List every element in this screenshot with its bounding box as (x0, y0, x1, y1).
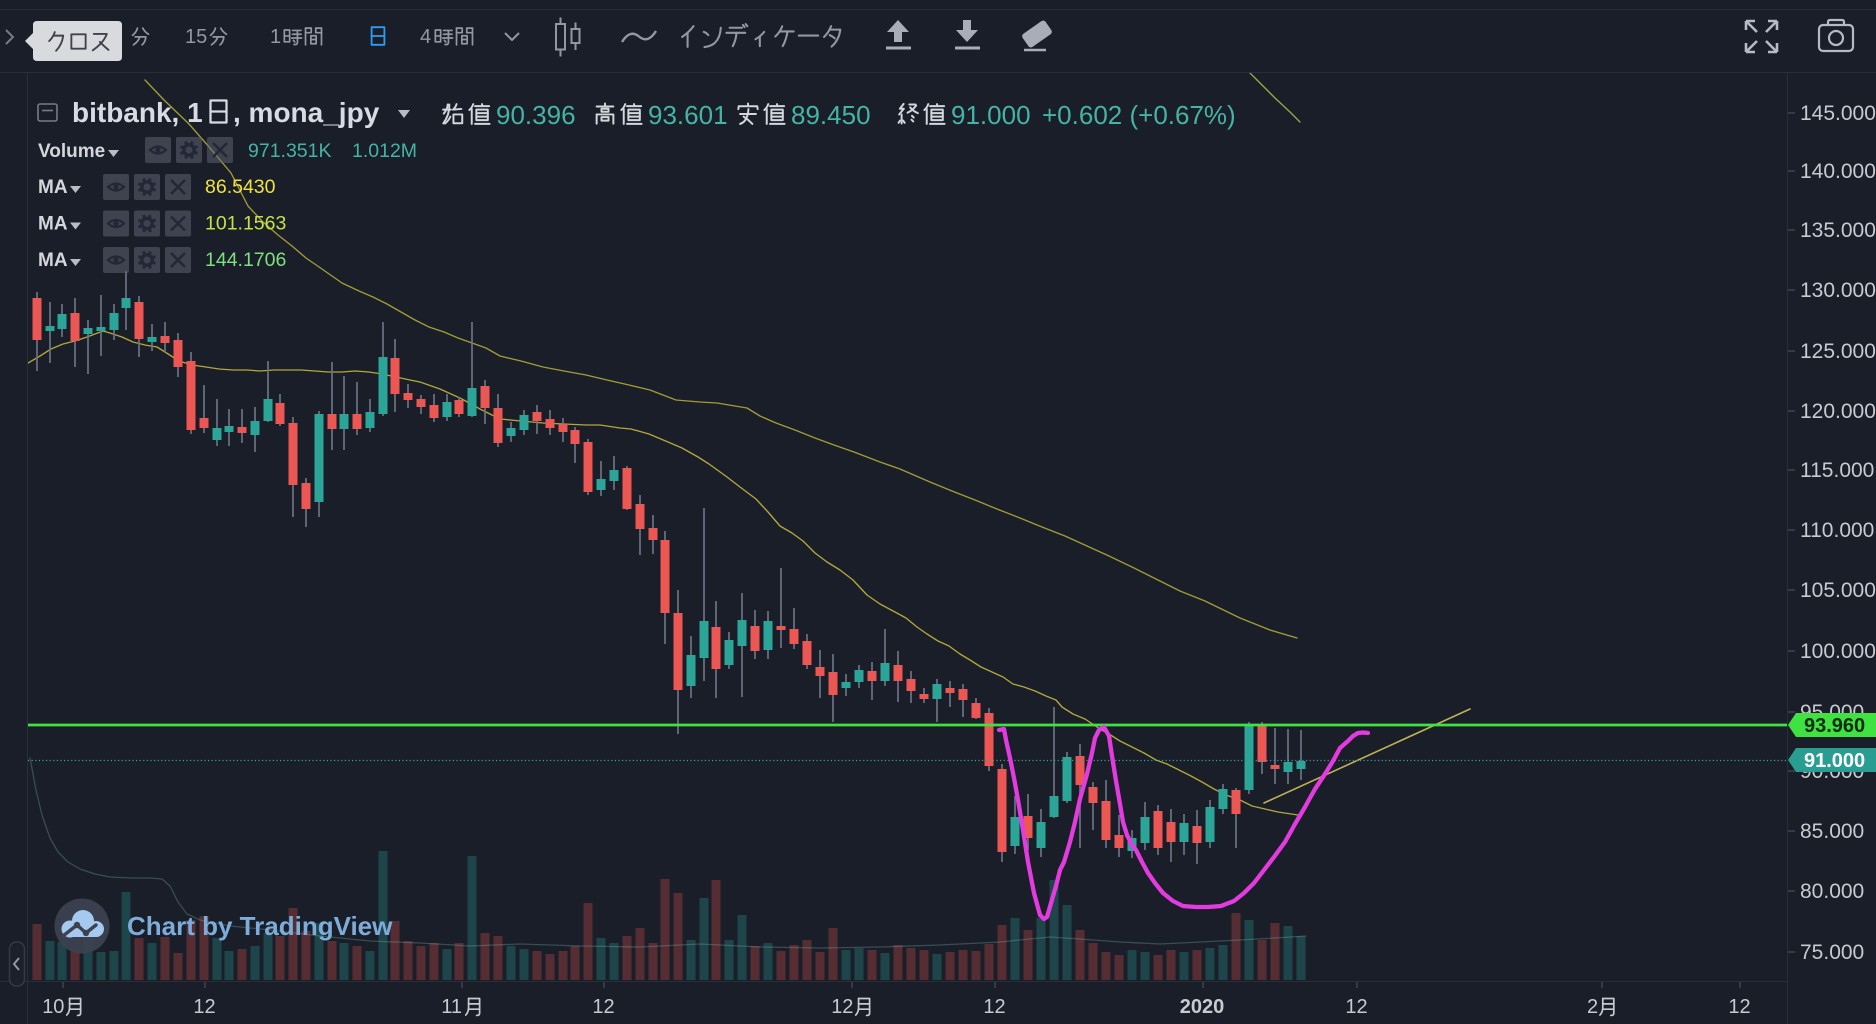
svg-text:15: 15 (185, 26, 207, 48)
svg-text:Volume: Volume (38, 141, 105, 162)
svg-text:971.351K: 971.351K (248, 140, 332, 162)
svg-text:125.000: 125.000 (1800, 340, 1876, 363)
svg-text:115.000: 115.000 (1800, 459, 1874, 482)
svg-text:11: 11 (441, 996, 462, 1018)
svg-text:4: 4 (420, 26, 431, 48)
svg-text:90.396: 90.396 (496, 100, 576, 130)
svg-text:12: 12 (983, 996, 1005, 1018)
svg-text:12: 12 (592, 996, 614, 1018)
svg-text:93.601: 93.601 (648, 100, 728, 130)
svg-text:10: 10 (42, 996, 64, 1018)
svg-text:bitbank, 1: bitbank, 1 (72, 97, 203, 128)
svg-text:86.5430: 86.5430 (205, 176, 276, 198)
svg-text:89.450: 89.450 (791, 100, 871, 130)
svg-text:91.000: 91.000 (1804, 750, 1865, 772)
svg-text:130.000: 130.000 (1800, 279, 1876, 302)
svg-text:2: 2 (1587, 996, 1598, 1018)
svg-text:, mona_jpy: , mona_jpy (233, 97, 380, 128)
svg-text:105.000: 105.000 (1800, 579, 1876, 602)
svg-text:2020: 2020 (1180, 996, 1225, 1018)
svg-text:75.000: 75.000 (1800, 941, 1864, 964)
svg-text:12: 12 (831, 996, 853, 1018)
svg-text:Chart by TradingView: Chart by TradingView (127, 911, 393, 941)
svg-text:1: 1 (270, 26, 281, 48)
svg-text:MA: MA (38, 250, 68, 271)
svg-text:85.000: 85.000 (1800, 820, 1864, 843)
svg-text:91.000: 91.000 (951, 100, 1031, 130)
svg-text:+0.602 (+0.67%): +0.602 (+0.67%) (1042, 100, 1236, 130)
svg-text:120.000: 120.000 (1800, 400, 1876, 423)
svg-text:93.960: 93.960 (1804, 715, 1865, 737)
svg-text:145.000: 145.000 (1800, 102, 1876, 125)
svg-text:12: 12 (193, 996, 215, 1018)
svg-text:1.012M: 1.012M (352, 140, 417, 162)
svg-text:140.000: 140.000 (1800, 160, 1876, 183)
svg-text:12: 12 (1345, 996, 1367, 1018)
svg-text:144.1706: 144.1706 (205, 249, 286, 271)
svg-text:80.000: 80.000 (1800, 880, 1864, 903)
svg-text:MA: MA (38, 177, 68, 198)
svg-text:101.1563: 101.1563 (205, 213, 286, 235)
svg-text:135.000: 135.000 (1800, 219, 1876, 242)
svg-text:12: 12 (1728, 996, 1750, 1018)
svg-text:110.000: 110.000 (1800, 519, 1874, 542)
svg-text:MA: MA (38, 214, 68, 235)
svg-text:100.000: 100.000 (1800, 640, 1876, 663)
